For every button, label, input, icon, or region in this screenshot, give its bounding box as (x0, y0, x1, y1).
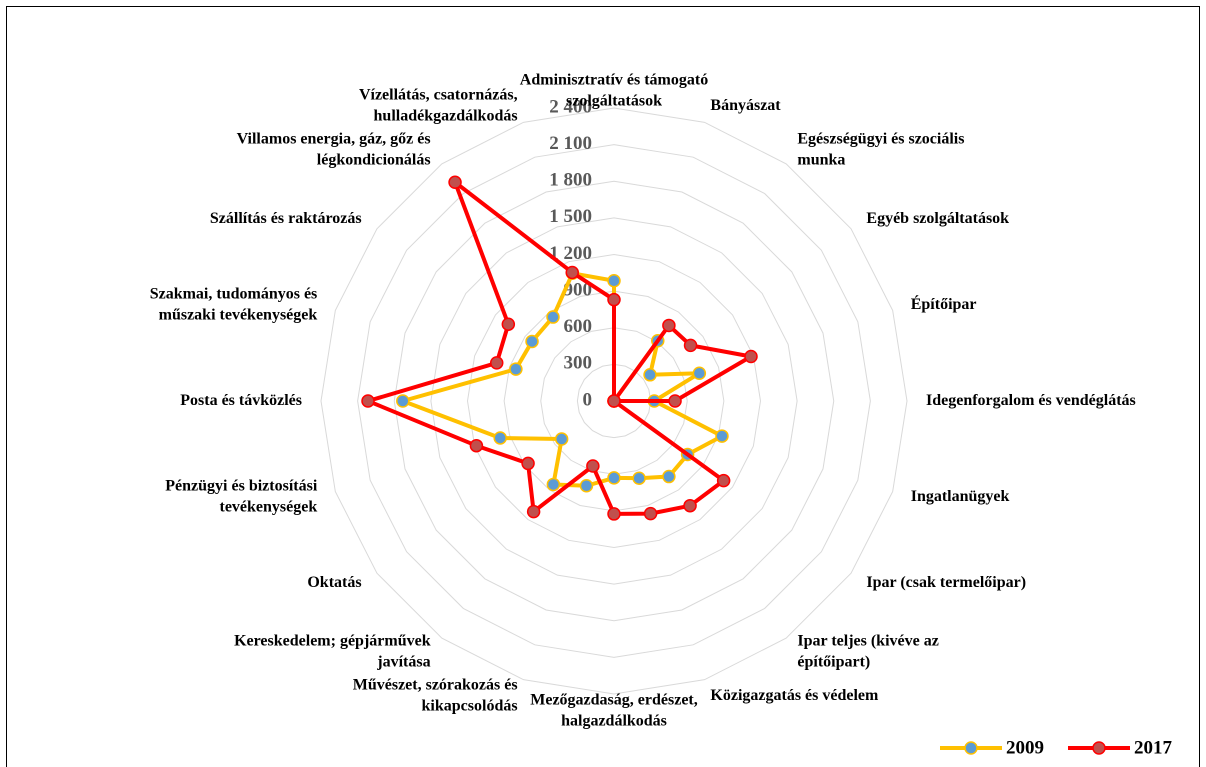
data-point (683, 338, 698, 353)
data-point (493, 431, 507, 445)
category-label: Egyéb szolgáltatások (866, 209, 1009, 226)
y-tick-label: 900 (564, 279, 593, 300)
data-point (683, 498, 697, 513)
category-label: Ipar (csak termelőipar) (866, 574, 1026, 591)
data-point (662, 469, 676, 484)
data-point (586, 459, 600, 473)
category-label: Építőipar (911, 294, 977, 313)
data-point (715, 429, 729, 443)
data-point (501, 317, 516, 331)
category-label: Művészet, szórakozás és kikapcsolódás (353, 676, 518, 714)
grid-ring (393, 180, 835, 622)
data-point (565, 265, 579, 280)
legend-marker (964, 741, 978, 755)
data-point (662, 318, 676, 333)
category-label: Pénzügyi és biztosítási tevékenységek (165, 477, 318, 515)
data-point (607, 471, 621, 485)
data-point (643, 506, 658, 521)
data-point (744, 349, 758, 364)
grid-ring (466, 253, 762, 549)
category-label: Vízellátás, csatornázás, hulladékgazdálko… (359, 86, 518, 124)
data-point (448, 175, 462, 189)
y-tick-label: 300 (564, 353, 593, 374)
grid-ring (320, 107, 908, 695)
data-point (525, 334, 539, 349)
category-label: Ipar teljes (kivéve az építőipart) (797, 632, 938, 670)
chart-border (6, 6, 1200, 767)
category-label: Villamos energia, gáz, gőz és légkondicio… (237, 130, 431, 168)
data-point (554, 432, 569, 446)
data-point (643, 368, 657, 382)
data-point (632, 471, 646, 485)
data-point (716, 473, 731, 488)
y-tick-label: 2 100 (549, 133, 592, 154)
y-tick-label: 2 400 (549, 96, 592, 117)
data-point (546, 310, 560, 324)
data-point (546, 477, 561, 492)
category-label: Posta és távközlés (180, 392, 302, 409)
y-tick-label: 0 (583, 389, 593, 410)
category-label: Közigazgatás és védelem (710, 686, 879, 703)
category-label: Bányászat (710, 97, 781, 114)
category-label: Ingatlanügyek (911, 487, 1010, 504)
data-point (692, 366, 707, 381)
data-point (361, 394, 375, 408)
grid-ring (357, 144, 871, 658)
category-label: Mezőgazdaság, erdészet, halgazdálkodás (530, 691, 698, 729)
category-label: Idegenforgalom és vendéglátás (926, 392, 1136, 409)
data-point (509, 362, 523, 376)
data-point (607, 394, 621, 408)
category-label: Szakmai, tudományos és műszaki tevékenysé… (150, 285, 318, 323)
data-point (521, 456, 535, 471)
category-label: Kereskedelem; gépjárművek javítása (234, 632, 431, 670)
y-tick-label: 1 200 (549, 243, 592, 264)
data-point (579, 479, 594, 493)
category-label: Egészségügyi és szociális munka (797, 130, 964, 168)
data-point (396, 394, 410, 408)
legend-marker (1092, 741, 1106, 755)
grid-ring (576, 363, 652, 439)
data-point (668, 394, 682, 408)
data-point (607, 273, 621, 288)
y-tick-label: 600 (564, 316, 593, 337)
data-point (489, 356, 504, 370)
data-point (607, 507, 621, 521)
data-point (469, 438, 484, 453)
y-tick-label: 1 800 (549, 170, 592, 191)
category-label: Oktatás (307, 574, 361, 591)
grid-ring (430, 217, 798, 585)
legend-label: 2017 (1134, 737, 1173, 758)
category-label: Adminisztratív és támogató szolgáltatások (520, 71, 708, 109)
legend-label: 2009 (1006, 737, 1044, 758)
category-label: Szállítás és raktározás (210, 209, 362, 226)
data-point (607, 292, 621, 307)
y-tick-label: 1 500 (549, 206, 592, 227)
data-point (526, 504, 541, 519)
